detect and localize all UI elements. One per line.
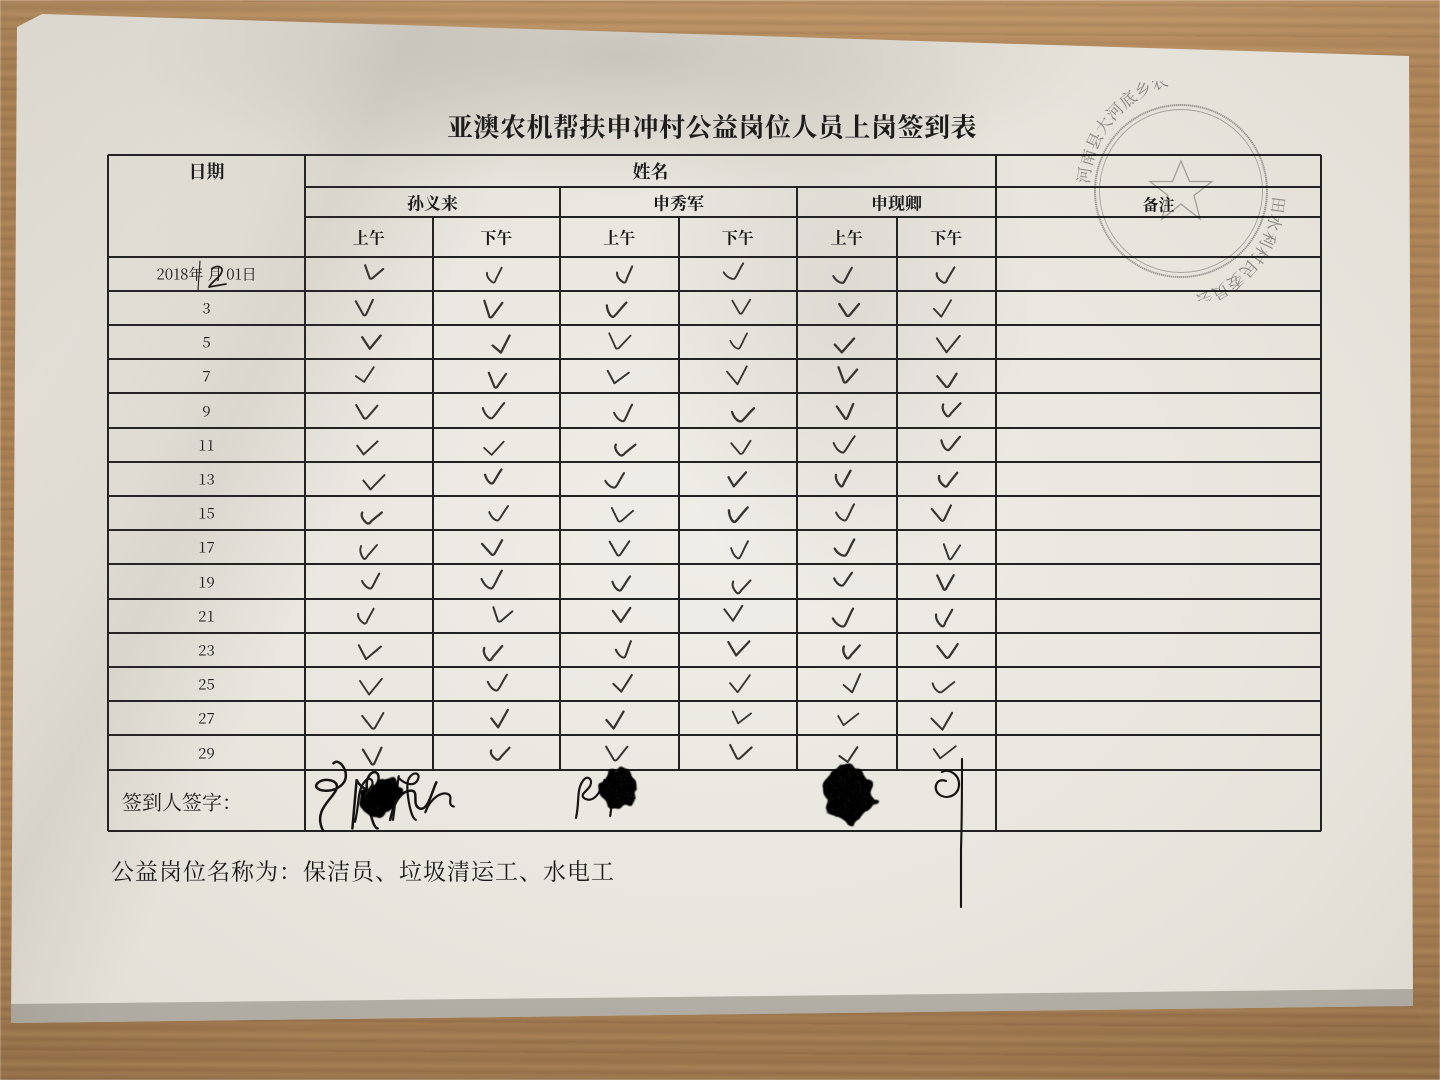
svg-text:河南县大河底乡农: 河南县大河底乡农 (1071, 81, 1171, 185)
svg-text:田水利村民委员会: 田水利村民委员会 (1192, 195, 1291, 301)
